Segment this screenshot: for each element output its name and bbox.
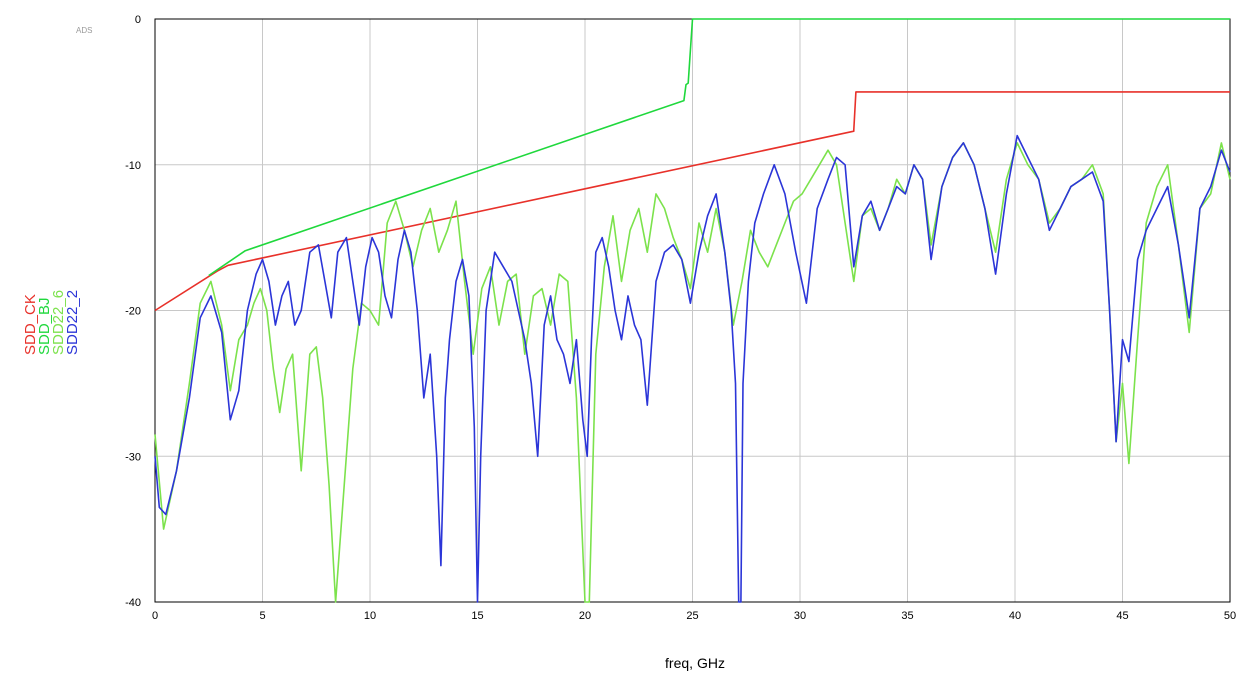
legend-entry-sdd_bj: SDD_BJ <box>36 297 53 355</box>
x-tick-label: 5 <box>259 610 265 622</box>
x-tick-label: 30 <box>794 610 806 622</box>
y-tick-label: -10 <box>125 160 141 172</box>
x-tick-label: 35 <box>901 610 913 622</box>
x-tick-label: 10 <box>364 610 376 622</box>
x-tick-label: 50 <box>1224 610 1236 622</box>
series-line-sdd22_2 <box>154 134 1231 603</box>
legend-entry-sdd22_6: SDD22_6 <box>50 290 67 355</box>
y-tick-label: -20 <box>125 306 141 318</box>
y-tick-label: -40 <box>125 597 141 609</box>
series-layer <box>154 18 1231 603</box>
series-line-sdd_ck <box>154 91 1230 312</box>
ads-watermark: ADS <box>76 26 92 35</box>
x-tick-label: 20 <box>579 610 591 622</box>
y-tick-label: -30 <box>125 451 141 463</box>
y-tick-label: 0 <box>135 14 141 26</box>
series-line-sdd_bj <box>208 18 1230 277</box>
x-tick-label: 0 <box>152 610 158 622</box>
tick-labels: 0 5 10 15 20 25 30 35 40 45 50 0 -10 -20 -30 -40 <box>125 14 1236 622</box>
x-axis-label: freq, GHz <box>665 655 725 671</box>
series-line-sdd22_6 <box>154 142 1231 603</box>
legend-entry-sdd22_2: SDD22_2 <box>64 290 81 355</box>
x-tick-label: 45 <box>1116 610 1128 622</box>
grid <box>154 18 1231 603</box>
x-tick-label: 15 <box>471 610 483 622</box>
x-tick-label: 25 <box>686 610 698 622</box>
x-tick-label: 40 <box>1009 610 1021 622</box>
legend-entry-sdd_ck: SDD_CK <box>22 294 39 355</box>
